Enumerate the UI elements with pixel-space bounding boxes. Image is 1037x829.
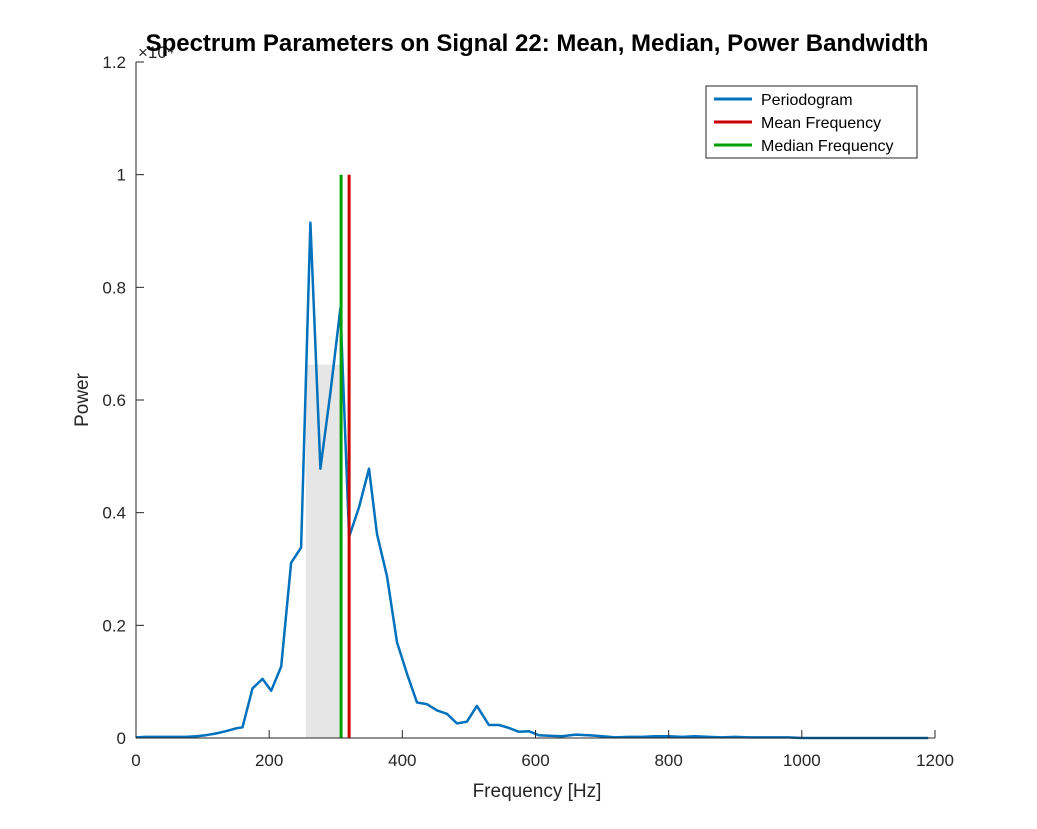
- x-tick-label: 0: [131, 751, 140, 770]
- power-bandwidth-region: [305, 364, 343, 738]
- x-ticks: 0 200 400 600 800 1000 1200: [131, 730, 954, 770]
- y-tick-label: 0: [117, 729, 126, 748]
- y-exponent-label: ×10⁴: [138, 43, 174, 62]
- legend-items: Periodogram Mean Frequency Median Frequenc…: [714, 92, 894, 155]
- axes: 0 200 400 600 800 1000 1200 0 0.2 0.4 0.6 0.8 1 1.2: [102, 53, 954, 770]
- x-tick-label: 600: [521, 751, 549, 770]
- x-tick-label: 400: [388, 751, 416, 770]
- x-tick-label: 800: [654, 751, 682, 770]
- x-tick-label: 1200: [916, 751, 954, 770]
- legend-label-periodogram: Periodogram: [761, 92, 853, 109]
- y-tick-label: 0.2: [102, 616, 126, 635]
- legend-label-median-frequency: Median Frequency: [761, 138, 894, 155]
- y-tick-label: 0.4: [102, 504, 126, 523]
- x-tick-label: 200: [255, 751, 283, 770]
- chart-title: Spectrum Parameters on Signal 22: Mean, …: [146, 30, 929, 57]
- x-axis-label: Frequency [Hz]: [473, 781, 602, 802]
- y-ticks: 0 0.2 0.4 0.6 0.8 1 1.2: [102, 53, 144, 748]
- y-tick-label: 0.8: [102, 278, 126, 297]
- series-periodogram: [135, 221, 929, 740]
- legend: Periodogram Mean Frequency Median Frequenc…: [705, 85, 918, 159]
- y-tick-label: 1: [117, 166, 126, 185]
- y-axis-label: Power: [72, 372, 93, 427]
- y-tick-label: 1.2: [102, 53, 126, 72]
- x-tick-label: 1000: [783, 751, 821, 770]
- legend-label-mean-frequency: Mean Frequency: [761, 115, 881, 132]
- y-tick-label: 0.6: [102, 391, 126, 410]
- plot-area: [135, 174, 929, 740]
